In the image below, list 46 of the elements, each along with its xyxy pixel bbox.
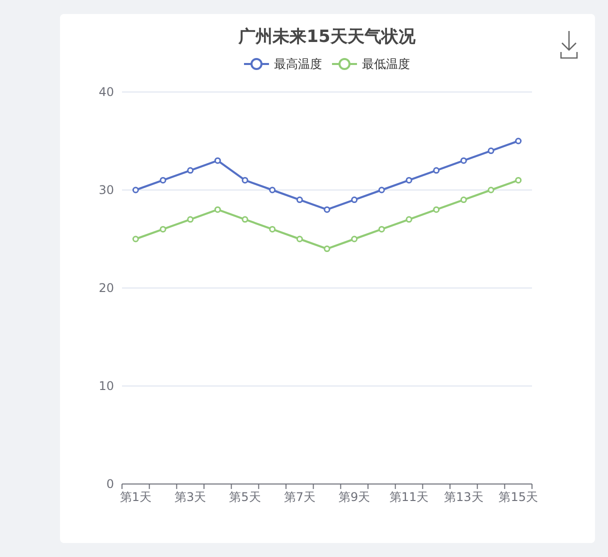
point [351, 196, 358, 204]
point [160, 226, 166, 232]
y-tick-label: 10 [98, 379, 114, 393]
point [515, 138, 522, 144]
y-tick-label: 0 [106, 477, 114, 491]
point [269, 226, 276, 232]
point [515, 176, 522, 184]
legend-label: 最低温度 [362, 57, 410, 71]
x-tick-label: 第9天 [338, 490, 370, 504]
y-tick-label: 30 [98, 183, 114, 197]
point [460, 157, 467, 164]
point [324, 246, 330, 252]
x-tick-label: 第15天 [498, 490, 538, 504]
point [242, 216, 248, 223]
x-tick-label: 第1天 [120, 490, 152, 504]
x-tick-label: 第3天 [174, 490, 206, 504]
point [160, 176, 166, 184]
x-tick-label: 第7天 [284, 490, 316, 504]
point [351, 236, 358, 242]
point [433, 167, 440, 174]
point [460, 196, 467, 204]
point [378, 186, 385, 194]
point [269, 186, 276, 194]
y-tick-label: 20 [98, 281, 114, 295]
point [132, 236, 139, 242]
point [296, 236, 303, 242]
point [433, 206, 440, 213]
y-tick-label: 40 [98, 85, 114, 99]
x-tick-label: 第5天 [229, 490, 261, 504]
point [296, 196, 303, 204]
chart-title: 广州未来15天天气状况 [238, 27, 416, 47]
point [214, 206, 221, 213]
point [187, 216, 194, 223]
point [242, 176, 248, 184]
point [488, 148, 494, 154]
point [378, 226, 385, 232]
legend-label: 最高温度 [274, 57, 322, 71]
point [406, 216, 412, 223]
point [406, 176, 412, 184]
x-tick-label: 第13天 [444, 490, 484, 504]
point [488, 186, 494, 194]
point [132, 186, 139, 194]
point [214, 157, 221, 164]
point [187, 167, 194, 174]
point [324, 206, 330, 213]
x-tick-label: 第11天 [389, 490, 429, 504]
